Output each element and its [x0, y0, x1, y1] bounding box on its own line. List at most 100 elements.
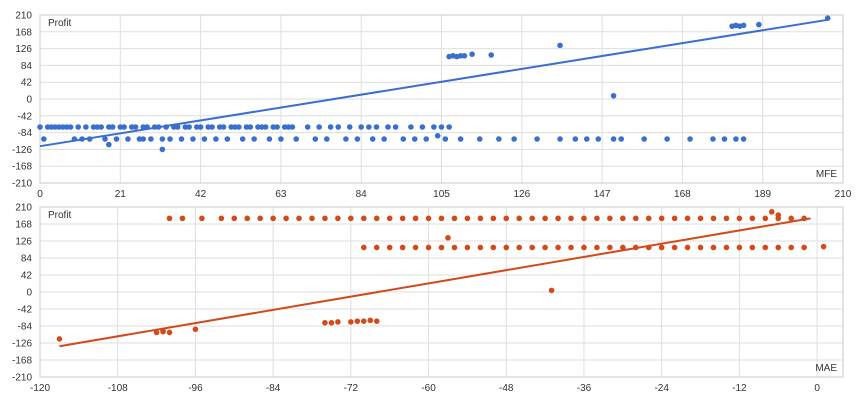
data-point	[239, 136, 246, 142]
data-point	[358, 124, 365, 130]
data-point	[385, 124, 391, 130]
data-point	[595, 136, 602, 142]
data-point	[446, 124, 452, 130]
data-point	[775, 244, 782, 251]
data-point	[327, 124, 334, 130]
data-point	[360, 244, 367, 251]
y-tick-label: 126	[15, 44, 32, 55]
data-point	[67, 124, 74, 130]
data-point	[323, 136, 330, 142]
data-point	[555, 215, 561, 222]
data-point	[503, 244, 510, 251]
data-point	[594, 215, 600, 222]
data-point	[386, 215, 393, 222]
data-point	[469, 51, 475, 57]
y-tick-label: -42	[18, 305, 33, 316]
data-point	[83, 124, 89, 130]
data-point	[373, 124, 380, 130]
x-tick-label: -96	[188, 383, 203, 394]
data-point	[511, 136, 517, 142]
data-point	[37, 124, 43, 130]
x-tick-label: 21	[115, 189, 127, 200]
x-tick-label: 84	[356, 189, 368, 200]
data-point	[438, 124, 445, 130]
data-point	[516, 244, 523, 251]
y-tick-label: 0	[26, 95, 32, 106]
data-point	[262, 124, 269, 130]
data-point	[572, 136, 579, 142]
data-point	[618, 136, 625, 142]
data-point	[367, 317, 374, 324]
y-axis-label: Profit	[48, 210, 72, 221]
x-tick-label: -108	[108, 383, 128, 394]
x-tick-label: 105	[433, 189, 450, 200]
data-point	[736, 244, 743, 251]
trend-line	[59, 217, 811, 348]
data-point	[671, 215, 678, 222]
data-point	[293, 136, 299, 142]
data-point	[581, 215, 587, 222]
y-tick-label: 84	[21, 61, 33, 72]
data-point	[736, 215, 743, 222]
y-axis-label: Profit	[48, 18, 72, 29]
data-point	[348, 319, 354, 325]
x-tick-label: -24	[654, 383, 669, 394]
data-point	[411, 136, 418, 142]
data-point	[166, 329, 173, 336]
y-tick-label: -210	[12, 179, 32, 190]
y-tick-label: -42	[18, 111, 33, 122]
data-point	[641, 136, 647, 142]
data-point	[140, 136, 147, 142]
data-point	[607, 244, 613, 251]
data-point	[373, 244, 380, 251]
data-point	[687, 136, 693, 142]
data-point	[801, 244, 807, 251]
data-point	[346, 124, 353, 130]
data-point	[335, 124, 342, 130]
x-tick-label: 0	[814, 383, 820, 394]
data-point	[710, 244, 717, 251]
data-point	[231, 215, 238, 222]
data-point	[408, 124, 414, 130]
data-point	[316, 124, 322, 130]
data-point	[348, 215, 354, 222]
data-point	[283, 215, 289, 222]
data-point	[568, 215, 574, 222]
data-point	[529, 215, 535, 222]
data-point	[555, 244, 561, 251]
data-point	[186, 124, 192, 130]
data-point	[610, 136, 617, 142]
data-point	[106, 141, 112, 148]
data-point	[733, 136, 739, 142]
y-tick-label: 0	[26, 288, 32, 299]
data-point	[419, 124, 426, 130]
y-tick-label: 210	[15, 11, 32, 22]
data-point	[278, 136, 284, 142]
data-point	[723, 215, 730, 222]
y-tick-label: -126	[12, 339, 32, 350]
data-point	[584, 136, 590, 142]
data-point	[457, 136, 464, 142]
data-point	[354, 318, 361, 324]
data-point	[360, 318, 367, 324]
data-point	[788, 244, 794, 251]
data-point	[451, 215, 458, 222]
data-point	[373, 318, 380, 324]
data-point	[557, 42, 563, 49]
data-point	[542, 215, 548, 222]
x-tick-label: 168	[674, 189, 691, 200]
plot-border	[39, 206, 844, 378]
plot-border	[39, 14, 844, 184]
data-point	[749, 215, 756, 222]
data-point	[174, 124, 181, 130]
data-point	[373, 215, 380, 222]
y-tick-label: 42	[21, 271, 33, 282]
data-point	[386, 244, 393, 251]
x-tick-label: 0	[37, 189, 43, 200]
data-point	[620, 215, 626, 222]
data-point	[581, 244, 587, 251]
data-point	[438, 244, 445, 251]
data-point	[392, 124, 399, 130]
data-point	[529, 244, 535, 251]
data-point	[438, 215, 445, 222]
